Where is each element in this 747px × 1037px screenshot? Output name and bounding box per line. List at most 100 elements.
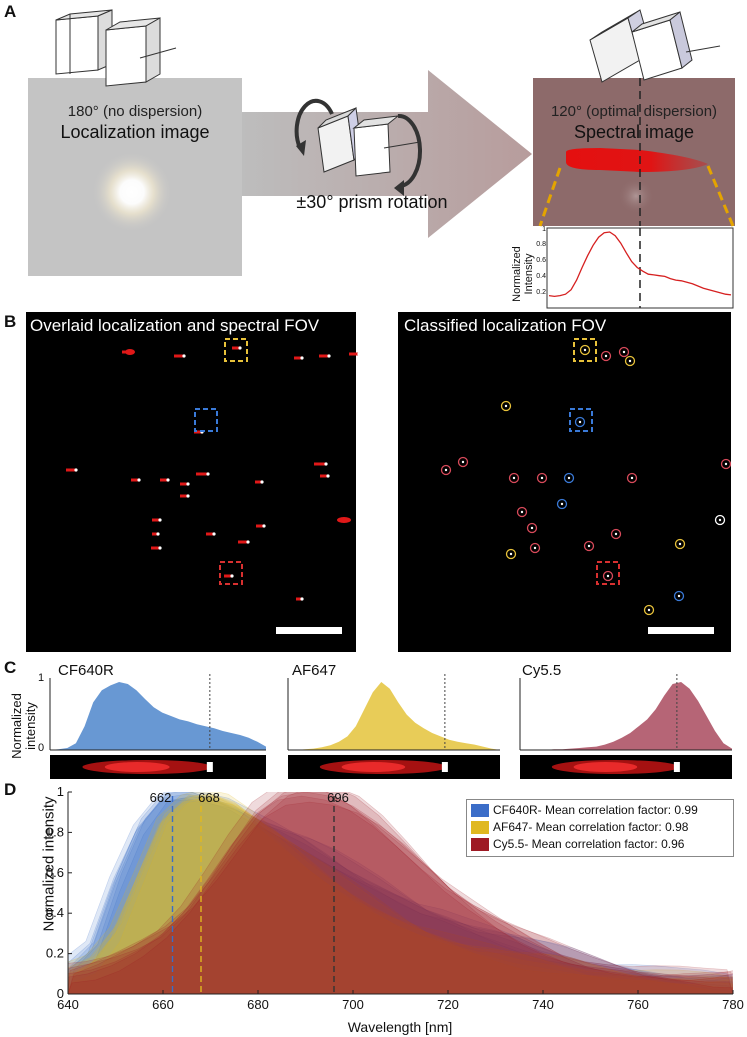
classified-spot-mark xyxy=(508,472,520,484)
zoom-line-right xyxy=(706,165,735,227)
legend-swatch-cf640r xyxy=(471,804,489,817)
panel-c-ytick-bottom: 0 xyxy=(38,742,45,754)
y-tick-label: 0.6 xyxy=(46,865,64,880)
localization-spot-mark xyxy=(180,494,190,498)
classified-spot-mark xyxy=(626,472,638,484)
localization-spot-mark xyxy=(151,546,162,550)
y-tick-label: 0.4 xyxy=(46,905,64,920)
panel-c-plot-1 xyxy=(287,674,500,779)
panel-c-strip-2 xyxy=(520,755,732,779)
blue-roi-box-left xyxy=(194,408,218,432)
panel-d-ylabel: Normalized intensity xyxy=(40,796,58,932)
localization-spot xyxy=(92,152,172,232)
panel-label-c: C xyxy=(4,658,17,677)
classified-fov-image xyxy=(398,312,731,652)
panel-c-ytick-top: 1 xyxy=(38,672,45,684)
classified-spot-mark xyxy=(440,464,452,476)
spectral-streak-mark xyxy=(174,354,185,358)
spectral-streak-mark xyxy=(296,597,303,601)
localization-point-mark xyxy=(158,518,162,522)
classified-spot-mark xyxy=(583,540,595,552)
prism-rotation-caption: ±30° prism rotation xyxy=(296,192,448,212)
rotation-arrow-right-icon xyxy=(397,113,423,188)
series-0-area xyxy=(68,795,733,994)
localization-point-mark xyxy=(230,574,234,578)
localization-point-mark xyxy=(206,472,210,476)
legend-swatch-af647 xyxy=(471,821,489,834)
series-1-area xyxy=(68,799,733,994)
localization-spot-mark xyxy=(314,462,328,466)
spectral-streak-mark xyxy=(320,474,329,478)
series-1-area xyxy=(68,794,733,994)
classified-spot-mark xyxy=(516,506,528,518)
x-tick-label: 700 xyxy=(342,997,364,1012)
spectral-streak-mark xyxy=(349,352,360,356)
rotating-prisms-icon xyxy=(317,106,421,177)
series-0-area xyxy=(68,792,733,994)
scale-bar-right xyxy=(648,627,714,634)
panel-label-a: A xyxy=(4,2,17,21)
series-0 xyxy=(68,792,733,994)
localization-point-mark xyxy=(260,480,264,484)
y-tick-label: 0.8 xyxy=(46,824,64,839)
panel-c-title-cy55: Cy5.5 xyxy=(522,662,562,679)
series-2-area xyxy=(68,801,733,994)
scale-bar-left xyxy=(276,627,342,634)
spectral-streak-mark xyxy=(160,478,169,482)
spectral-streak-mark xyxy=(232,346,241,350)
spectral-streak-mark xyxy=(180,482,189,486)
yellow-roi-box-left xyxy=(224,338,248,362)
localization-point-mark xyxy=(246,540,250,544)
spectral-streak-mark xyxy=(152,532,159,536)
localization-spot-mark xyxy=(238,540,250,544)
x-tick-label: 640 xyxy=(57,997,79,1012)
localization-point-mark xyxy=(182,354,186,358)
localization-spot-mark xyxy=(206,532,216,536)
blue-roi-box-right xyxy=(569,408,593,432)
classified-spot-mark xyxy=(563,472,575,484)
spectral-streak-mark xyxy=(194,430,203,434)
series-2-area xyxy=(68,792,733,994)
localization-spot-mark xyxy=(294,356,304,360)
localization-spot-mark xyxy=(131,478,141,482)
localization-point-mark xyxy=(74,468,78,472)
classified-fov-title: Classified localization FOV xyxy=(404,316,607,335)
series-0-area xyxy=(68,792,733,994)
localization-spot-mark xyxy=(152,518,162,522)
series-0-area xyxy=(68,799,733,994)
classified-spot-mark xyxy=(610,528,622,540)
x-tick-label: 760 xyxy=(627,997,649,1012)
y-tick-label: 1 xyxy=(57,784,64,799)
series-2-area xyxy=(68,792,733,994)
localization-spot-mark xyxy=(296,597,304,601)
panel-c-plot-0 xyxy=(49,674,266,779)
localization-image-title: Localization image xyxy=(60,122,210,142)
localization-point-mark xyxy=(238,346,242,350)
localization-point-mark xyxy=(326,474,330,478)
spectral-streak-mark xyxy=(224,574,233,578)
series-0-area xyxy=(68,797,733,994)
localization-spot-mark xyxy=(349,352,361,356)
panel-label-b: B xyxy=(4,312,17,331)
series-2 xyxy=(68,792,733,994)
panel-d-legend: CF640R- Mean correlation factor: 0.99 AF… xyxy=(466,799,734,857)
classified-spot-mark xyxy=(526,522,538,534)
peak-label-1: 668 xyxy=(198,790,220,805)
localization-point-mark xyxy=(186,482,190,486)
localization-point-mark xyxy=(357,352,361,356)
classified-spot-mark xyxy=(505,548,517,560)
classified-spot-mark xyxy=(618,346,630,358)
panel-c-plot-2 xyxy=(519,674,732,779)
localization-spot-mark xyxy=(224,574,234,578)
localization-point-mark xyxy=(166,478,170,482)
series-0-area xyxy=(68,792,733,994)
left-angle-label: 180° (no dispersion) xyxy=(67,103,203,120)
panel-label-d: D xyxy=(4,780,17,799)
prism-pair-left-icon xyxy=(55,9,177,87)
localization-spot-mark xyxy=(232,346,242,350)
panel-a-figure xyxy=(28,9,735,309)
series-1-area xyxy=(68,792,733,994)
spectral-streak-mark xyxy=(256,524,265,528)
classified-spot-mark xyxy=(643,604,655,616)
spectral-streak-mark xyxy=(66,468,77,472)
